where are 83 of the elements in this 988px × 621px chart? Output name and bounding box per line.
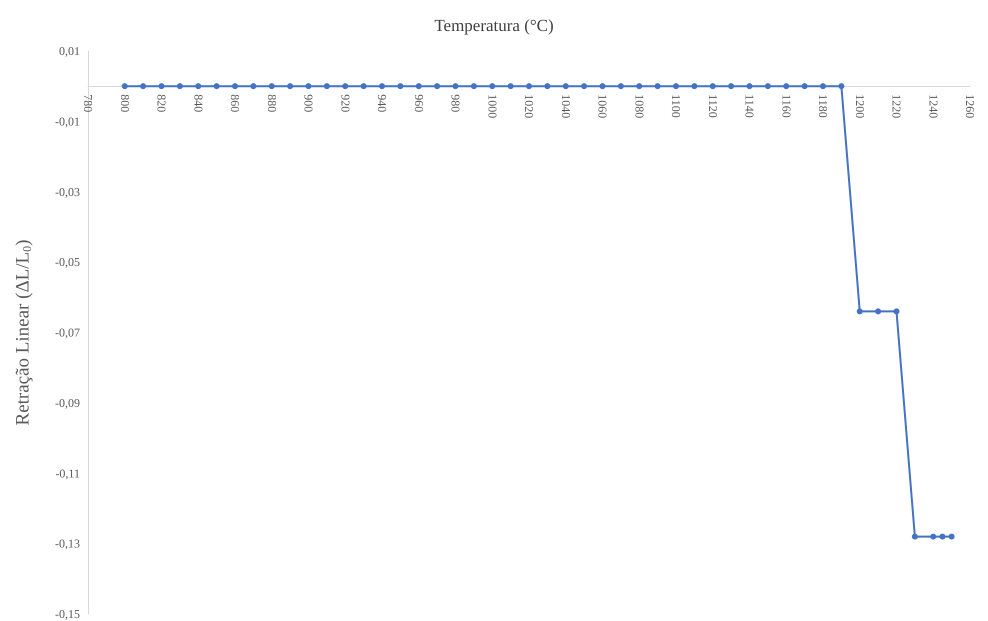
point: [379, 83, 385, 90]
point: [526, 83, 532, 90]
point: [939, 534, 946, 540]
point: [691, 83, 698, 90]
point: [250, 83, 256, 90]
x-tick-label: 800: [118, 94, 132, 112]
point: [122, 83, 128, 90]
x-tick-label: 840: [191, 94, 206, 112]
point: [214, 83, 220, 90]
point: [470, 83, 477, 90]
x-tick-label: 820: [154, 94, 168, 112]
point: [764, 83, 771, 90]
x-tick-label: 1260: [963, 94, 977, 118]
x-tick-label: 880: [264, 94, 279, 112]
point: [287, 83, 294, 90]
y-tick-label: -0,13: [55, 536, 80, 551]
x-tick-label: 1200: [852, 94, 867, 118]
point: [306, 83, 312, 90]
x-tick-label: 1000: [485, 94, 500, 118]
point: [802, 83, 808, 90]
point: [618, 83, 624, 90]
point: [783, 83, 790, 90]
point: [948, 534, 955, 540]
point: [324, 83, 330, 90]
point: [856, 308, 863, 314]
point: [636, 83, 642, 90]
y-tick-label: -0,07: [55, 326, 80, 340]
y-tick-label: -0,03: [55, 184, 80, 199]
x-axis-title: Temperatura (°C): [434, 16, 554, 35]
point: [930, 534, 936, 540]
point: [176, 83, 183, 90]
x-tick-label: 1120: [706, 94, 720, 118]
x-tick-label: 900: [302, 94, 316, 112]
x-tick-label: 780: [81, 94, 95, 112]
point: [838, 83, 844, 90]
y-tick-label: 0,01: [59, 44, 80, 58]
point: [875, 308, 882, 314]
x-tick-label: 940: [375, 94, 389, 112]
point: [195, 83, 202, 90]
y-tick-label: -0,01: [55, 114, 80, 128]
point: [746, 83, 752, 90]
y-axis-title: Retração Linear (ΔL/L0): [12, 240, 34, 426]
x-tick-label: 1040: [558, 94, 573, 118]
x-tick-label: 980: [448, 94, 462, 112]
y-tick-label: -0,11: [55, 466, 80, 480]
point: [654, 83, 661, 90]
point: [268, 83, 275, 90]
x-tick-label: 1240: [926, 94, 940, 118]
point: [710, 83, 716, 90]
point: [673, 83, 679, 90]
x-tick-label: 860: [228, 94, 242, 112]
point: [820, 83, 826, 90]
point: [912, 534, 918, 540]
point: [508, 83, 514, 90]
point: [489, 83, 496, 90]
x-tick-label: 960: [412, 94, 426, 112]
x-tick-label: 1060: [596, 94, 610, 118]
point: [728, 83, 734, 90]
point: [416, 83, 422, 90]
point: [342, 83, 348, 90]
x-tick-label: 1180: [816, 94, 830, 118]
x-tick-label: 1080: [632, 94, 646, 118]
point: [581, 83, 588, 90]
x-tick-label: 1020: [522, 94, 536, 118]
point: [434, 83, 440, 90]
x-tick-label: 1160: [779, 94, 794, 118]
point: [894, 308, 900, 314]
y-tick-label: -0,15: [55, 607, 80, 621]
x-tick-label: 1220: [890, 94, 904, 118]
point: [452, 83, 458, 90]
y-tick-label: -0,09: [55, 396, 80, 410]
point: [544, 83, 550, 90]
y-tick-label: -0,05: [55, 255, 80, 270]
point: [562, 83, 569, 90]
x-tick-label: 1140: [742, 94, 756, 118]
point: [600, 83, 606, 90]
point: [158, 83, 164, 90]
point: [360, 83, 367, 90]
point: [397, 83, 404, 90]
x-tick-label: 1100: [669, 94, 683, 118]
x-tick-label: 920: [338, 94, 352, 112]
point: [140, 83, 146, 90]
point: [232, 83, 238, 90]
